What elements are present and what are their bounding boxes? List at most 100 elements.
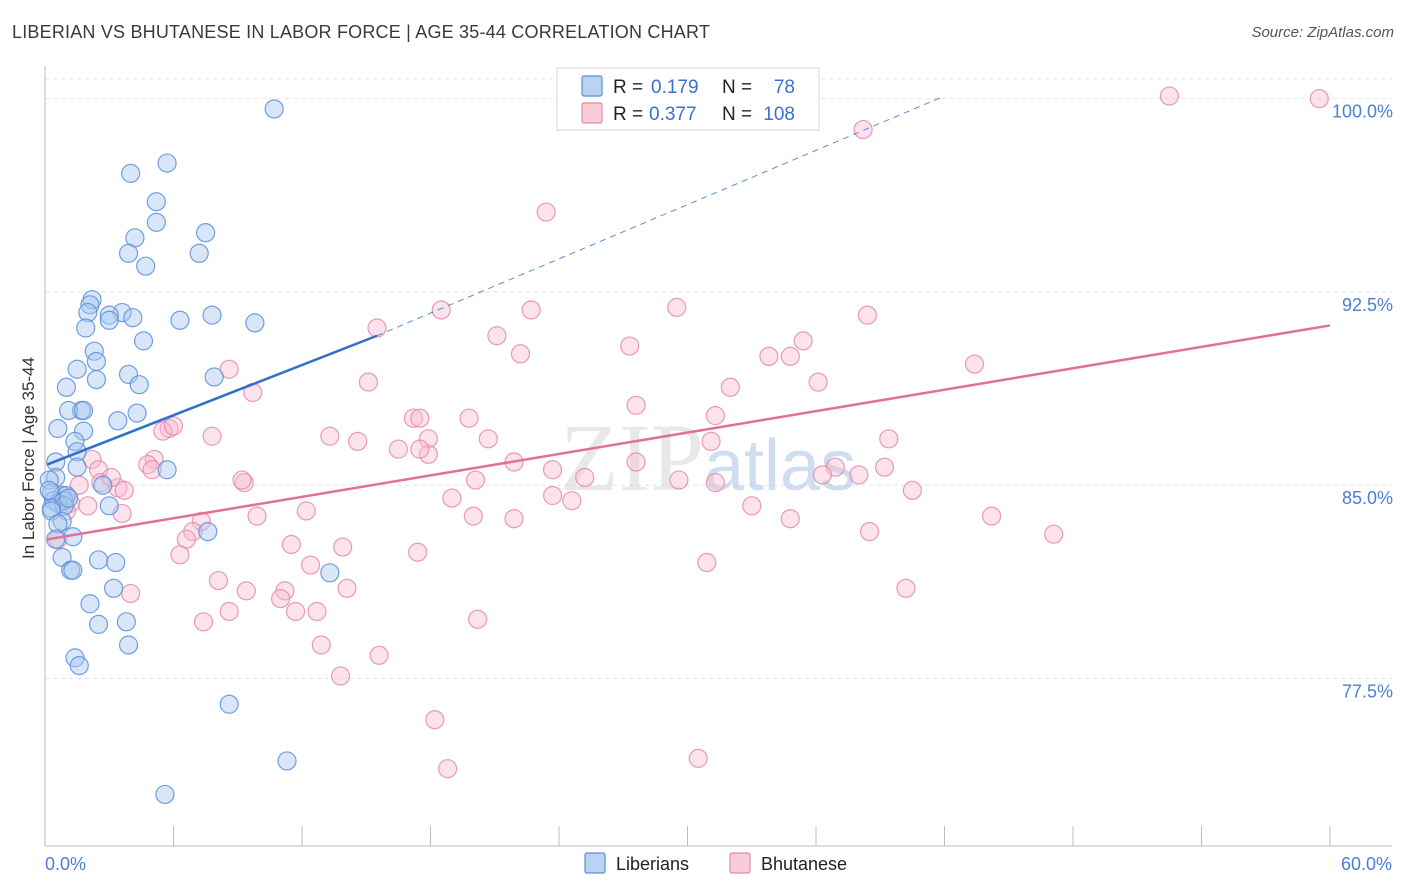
bhutanese-point [431, 300, 451, 320]
bhutanese-point [142, 460, 162, 480]
legend-r-value-liberians: 0.179 [651, 77, 699, 98]
liberian-point [118, 243, 139, 263]
bhutanese-point [521, 300, 541, 320]
legend-n-label-liberians: N = [722, 77, 752, 98]
bhutanese-point [468, 609, 488, 629]
liberian-point [123, 308, 143, 328]
legend-r-label-bhutanese: R = [613, 104, 643, 125]
bhutanese-point [78, 496, 98, 516]
liberian-point [146, 192, 166, 212]
bhutanese-point [874, 457, 895, 477]
bhutanese-trend-line [46, 324, 1331, 541]
bhutanese-point [780, 509, 800, 529]
x-tick-label: 0.0% [45, 854, 86, 874]
bottom-legend: Liberians Bhutanese [584, 852, 847, 874]
bhutanese-point [808, 372, 828, 392]
watermark: ZIPatlas [560, 404, 856, 511]
bottom-legend-swatch-bhutanese [729, 852, 751, 874]
bottom-legend-label-liberians: Liberians [616, 854, 689, 874]
liberian-point [99, 310, 119, 330]
y-tick-labels: 77.5% 85.0% 92.5% 100.0% [1332, 102, 1393, 702]
bhutanese-point [232, 470, 252, 490]
liberian-point [277, 751, 297, 771]
liberian-point [86, 369, 107, 390]
bhutanese-point [853, 119, 873, 140]
bhutanese-point [1309, 89, 1329, 109]
data-points [39, 86, 1329, 805]
bhutanese-point [879, 429, 899, 449]
x-tick-labels: 0.0% 60.0% [45, 854, 1392, 874]
liberian-point [146, 212, 166, 232]
bhutanese-point [759, 346, 779, 366]
bhutanese-point [459, 408, 479, 428]
y-tick-label: 100.0% [1332, 102, 1393, 122]
liberian-point [69, 656, 89, 676]
bhutanese-point [701, 431, 721, 452]
liberian-point [189, 243, 209, 263]
trend-lines [46, 95, 1331, 541]
bhutanese-point [320, 426, 340, 446]
liberian-trend-extension [376, 95, 945, 337]
legend-r-label-liberians: R = [613, 77, 643, 98]
bhutanese-point [425, 710, 445, 730]
bhutanese-point [463, 506, 483, 526]
bhutanese-point [270, 589, 291, 609]
liberian-point [121, 163, 141, 183]
liberian-point [320, 563, 340, 583]
bhutanese-point [697, 552, 717, 573]
liberian-point [88, 550, 109, 570]
liberian-point [264, 99, 284, 119]
liberian-point [63, 560, 83, 580]
liberian-point [80, 295, 100, 315]
bhutanese-point [202, 426, 222, 446]
bhutanese-point [348, 431, 368, 452]
bhutanese-point [1159, 86, 1179, 106]
bhutanese-point [504, 509, 524, 529]
bhutanese-point [1044, 524, 1064, 544]
legend-n-label-bhutanese: N = [722, 104, 752, 125]
bhutanese-point [247, 506, 267, 526]
bhutanese-point [626, 452, 646, 472]
bhutanese-point [369, 645, 389, 665]
liberian-point [86, 351, 107, 372]
liberian-point [46, 529, 66, 549]
bhutanese-point [542, 460, 563, 480]
bhutanese-point [536, 202, 556, 222]
legend-r-value-bhutanese: 0.377 [649, 104, 697, 125]
bhutanese-point [688, 748, 708, 768]
liberian-point [48, 514, 68, 534]
liberian-point [129, 375, 149, 395]
liberian-point [157, 153, 177, 173]
bhutanese-point [121, 583, 141, 604]
liberian-point [202, 305, 222, 325]
bhutanese-point [442, 488, 462, 508]
bhutanese-point [208, 570, 229, 591]
y-tick-label: 77.5% [1342, 681, 1393, 701]
liberian-point [99, 496, 119, 516]
liberian-point [108, 411, 128, 431]
bhutanese-point [410, 439, 430, 459]
liberian-point [116, 612, 136, 632]
liberian-point [39, 480, 59, 500]
bhutanese-point [465, 470, 486, 490]
bhutanese-point [163, 416, 184, 436]
bhutanese-point [487, 326, 507, 346]
bhutanese-point [183, 521, 203, 542]
liberian-point [67, 457, 87, 477]
liberian-point [219, 694, 239, 714]
bhutanese-point [333, 537, 353, 557]
bhutanese-point [849, 465, 869, 485]
liberian-point [155, 784, 175, 805]
bhutanese-point [410, 408, 430, 428]
bottom-legend-swatch-liberians [584, 852, 606, 874]
bhutanese-point [542, 485, 563, 506]
bhutanese-point [234, 473, 254, 493]
bhutanese-point [337, 578, 357, 598]
bhutanese-point [296, 501, 316, 521]
liberian-point [99, 305, 119, 325]
bhutanese-point [896, 578, 916, 598]
bhutanese-point [367, 318, 387, 338]
bhutanese-point [311, 635, 331, 655]
liberian-point [56, 377, 77, 397]
